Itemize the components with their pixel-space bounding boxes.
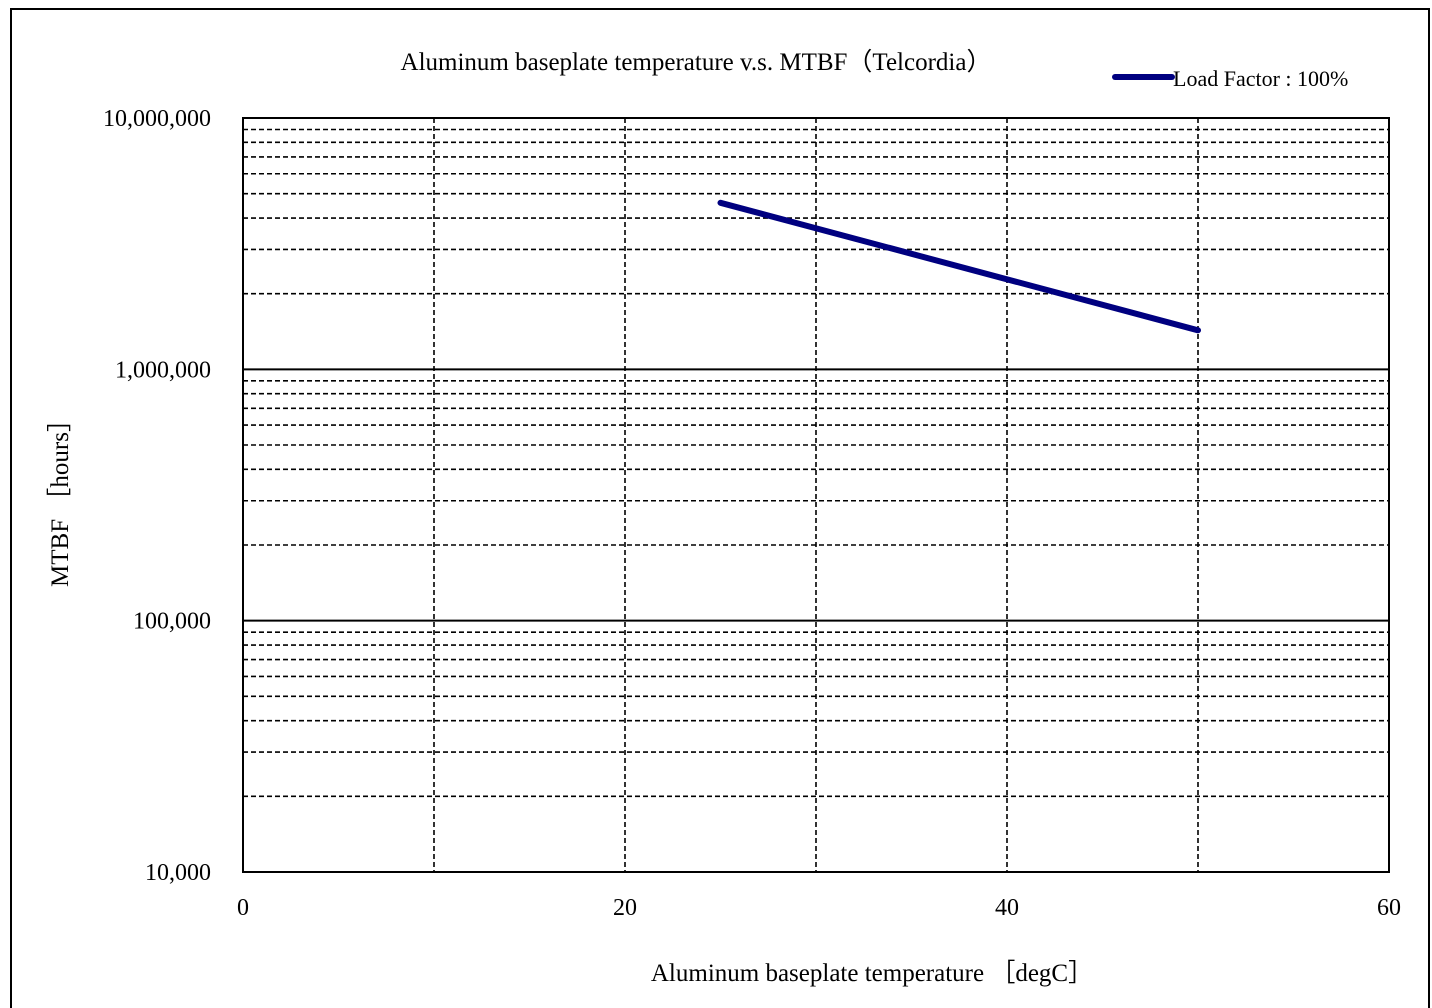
y-tick-label: 10,000,000 <box>103 106 211 132</box>
x-tick-label: 60 <box>1377 895 1401 921</box>
plot-area-border <box>242 117 1390 873</box>
x-tick-label: 20 <box>613 895 637 921</box>
series-layer <box>717 199 1201 334</box>
y-tick-label: 10,000 <box>145 860 211 886</box>
y-tick-label: 100,000 <box>133 609 211 635</box>
x-tick-label: 0 <box>237 895 249 921</box>
chart-frame <box>10 8 1430 1008</box>
legend: Load Factor : 100% <box>1112 66 1348 91</box>
axes <box>242 117 1390 873</box>
series-line <box>717 199 1201 334</box>
y-tick-label: 1,000,000 <box>115 357 211 383</box>
chart-title: Aluminum baseplate temperature v.s. MTBF… <box>401 48 992 76</box>
x-axis-label: Aluminum baseplate temperature ［degC］ <box>651 959 1093 987</box>
tick-labels: 0 20 40 60 10,000 100,000 1,000,000 10,000,000 <box>103 106 1401 921</box>
x-tick-label: 40 <box>995 895 1019 921</box>
y-axis-label: MTBF ［hours］ <box>46 407 74 587</box>
legend-label: Load Factor : 100% <box>1173 66 1348 91</box>
